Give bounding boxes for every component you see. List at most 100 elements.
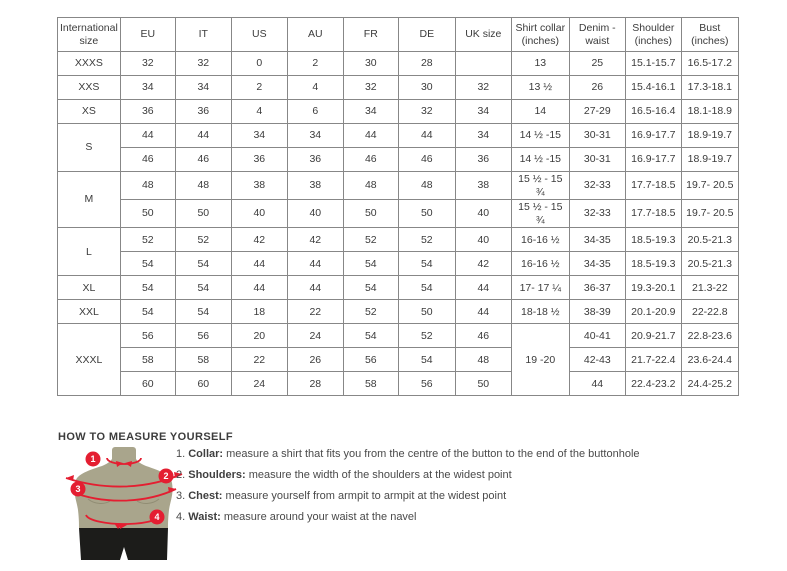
measure-step: 1. Collar: measure a shirt that fits you… (176, 448, 640, 460)
table-cell: 42 (454, 251, 512, 277)
size-cell: XXL (57, 299, 121, 325)
table-cell: 56 (397, 371, 456, 397)
column-header: Shoulder (inches) (624, 17, 682, 52)
table-cell: 60 (174, 371, 232, 397)
table-cell: 50 (454, 371, 512, 397)
table-cell: 48 (454, 347, 512, 373)
table-body: XXXS 32 32 0 2 30 28 13 25 15.1-15.7 16.5-17.2 XXS 3… (57, 51, 739, 397)
table-cell: 2 (286, 51, 344, 76)
table-cell: 28 (286, 371, 344, 397)
table-cell: 36 (119, 99, 176, 124)
table-cell: 2 (230, 75, 288, 100)
measure-step-label: Collar: (188, 448, 224, 460)
table-cell: 54 (174, 275, 232, 301)
table-cell: 52 (119, 227, 176, 253)
table-cell: 40 (454, 199, 512, 229)
table-cell: 52 (397, 323, 456, 349)
table-cell: 40-41 (568, 323, 626, 349)
size-table: International size EU IT US AU FR DE UK size Shi… (57, 17, 739, 397)
table-cell: 24.4-25.2 (680, 371, 739, 397)
table-row: XL 54 54 44 44 54 54 44 17- 17 ¼ 36-37 19.3-20.1 21… (57, 275, 739, 301)
table-cell: 44 (230, 275, 288, 301)
table-cell: 26 (286, 347, 344, 373)
table-cell: 21.3-22 (680, 275, 739, 301)
column-header: FR (342, 17, 399, 52)
table-cell: 6 (286, 99, 344, 124)
table-cell: 27-29 (568, 99, 626, 124)
table-cell: 34 (119, 75, 176, 100)
table-cell: 42-43 (568, 347, 626, 373)
table-header: International size EU IT US AU FR DE UK size Shi… (57, 17, 739, 52)
table-cell: 48 (174, 170, 232, 201)
table-row: XXXL 56 56 20 24 54 52 46 19 -20 40-41 20.9-21.7 22… (57, 323, 739, 397)
column-header: IT (174, 17, 232, 52)
table-cell: 16.9-17.7 (624, 123, 682, 148)
table-cell: 48 (119, 170, 176, 201)
size-cell: M (57, 170, 121, 229)
table-cell: 34 (454, 123, 512, 148)
table-cell: 50 (397, 199, 456, 229)
column-header: AU (286, 17, 344, 52)
how-to-measure-title: HOW TO MEASURE YOURSELF (58, 431, 234, 443)
table-cell: 44 (397, 123, 456, 148)
table-cell: 18.9-19.7 (680, 147, 739, 172)
table-cell: 34 (230, 123, 288, 148)
table-cell: 14 (510, 99, 570, 124)
size-cell: XL (57, 275, 121, 301)
table-row: XXS 34 34 2 4 32 30 32 13 ½ 26 15.4-16.1 17.3-18.1 (57, 75, 739, 100)
mannequin-shorts (79, 528, 168, 560)
measure-step: 2. Shoulders: measure the width of the s… (176, 469, 512, 482)
table-cell: 32 (342, 75, 399, 100)
table-cell: 24 (230, 371, 288, 397)
table-cell: 30 (397, 75, 456, 100)
chest-measure-line (71, 488, 177, 502)
table-cell: 54 (119, 299, 176, 325)
table-cell: 20.1-20.9 (624, 299, 682, 325)
table-cell: 56 (119, 323, 176, 349)
table-cell: 44 (230, 251, 288, 277)
table-cell: 26 (568, 75, 626, 100)
table-cell: 15.4-16.1 (624, 75, 682, 100)
table-cell: 44 (342, 123, 399, 148)
table-cell: 40 (230, 199, 288, 229)
table-row: 58 58 22 26 56 54 48 42-43 21.7-22.4 23.6-24.4 (58, 347, 739, 373)
size-cell: XXXL (57, 323, 121, 397)
measure-step-label: Chest: (188, 490, 223, 503)
table-cell: 32 (454, 75, 512, 100)
badge-1: 1 (90, 454, 95, 464)
column-header: US (230, 17, 288, 52)
mannequin-figure: 1 2 3 4 (58, 447, 190, 566)
table-cell: 19.3-20.1 (624, 275, 682, 301)
table-cell: 18.5-19.3 (624, 251, 682, 277)
table-cell: 36-37 (568, 275, 626, 301)
table-cell: 36 (454, 147, 512, 172)
table-cell: 60 (119, 371, 176, 397)
table-cell: 56 (342, 347, 399, 373)
table-cell: 15 ½ - 15 ¾ (510, 170, 570, 201)
size-cell: XS (57, 99, 121, 124)
table-cell: 32 (174, 51, 232, 76)
table-cell: 17.7-18.5 (624, 199, 682, 229)
table-cell: 56 (174, 323, 232, 349)
table-cell: 20.9-21.7 (624, 323, 682, 349)
table-cell: 50 (342, 199, 399, 229)
table-row: XXL 54 54 18 22 52 50 44 18-18 ½ 38-39 20.1-20.9 22… (57, 299, 739, 325)
table-cell: 48 (342, 170, 399, 201)
table-cell: 32 (119, 51, 176, 76)
table-cell: 4 (286, 75, 344, 100)
table-cell: 22-22.8 (680, 299, 739, 325)
size-chart: International size EU IT US AU FR DE UK size Shi… (57, 17, 739, 397)
size-cell: XXXS (57, 51, 121, 76)
table-cell: 28 (397, 51, 456, 76)
table-cell: 54 (119, 251, 176, 277)
table-cell: 44 (286, 275, 344, 301)
table-cell: 44 (454, 275, 512, 301)
table-row: L 52 52 42 42 52 52 40 16-16 ½ 34-35 18.5-19.3 20.5… (57, 227, 739, 277)
table-cell: 54 (397, 251, 456, 277)
table-cell: 36 (230, 147, 288, 172)
table-row: XXXS 32 32 0 2 30 28 13 25 15.1-15.7 16.5-17.2 (57, 51, 739, 76)
badge-1-circle (85, 451, 101, 467)
table-cell: 42 (286, 227, 344, 253)
table-cell: 34 (174, 75, 232, 100)
collar-merged-cell: 19 -20 (510, 323, 570, 397)
